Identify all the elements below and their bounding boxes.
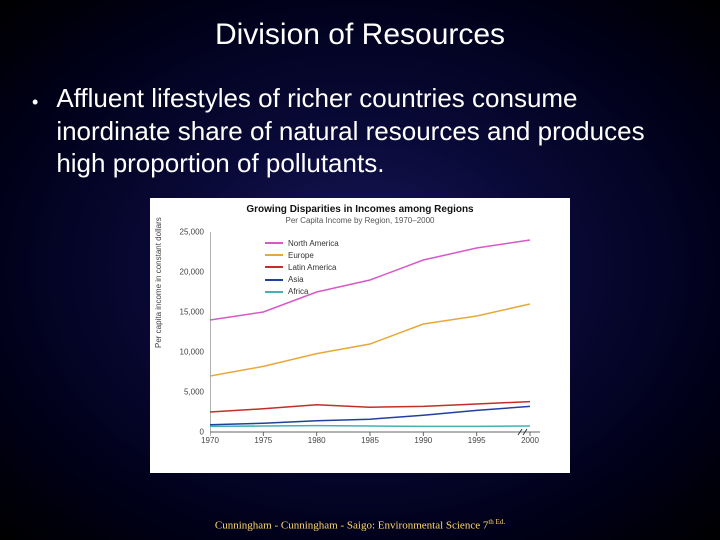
x-tick-label: 1985	[361, 436, 379, 445]
chart-title: Growing Disparities in Incomes among Reg…	[150, 198, 570, 215]
chart-legend: North AmericaEuropeLatin AmericaAsiaAfri…	[265, 238, 339, 299]
y-tick-label: 20,000	[168, 267, 204, 276]
footer-sup: th Ed.	[488, 518, 505, 526]
legend-label: Asia	[288, 274, 304, 285]
legend-label: Europe	[288, 250, 314, 261]
x-tick-label: 1975	[254, 436, 272, 445]
y-tick-label: 5,000	[168, 387, 204, 396]
legend-label: Africa	[288, 286, 308, 297]
chart-container: Growing Disparities in Incomes among Reg…	[150, 198, 570, 473]
x-tick-label: 1970	[201, 436, 219, 445]
legend-item: Europe	[265, 250, 339, 261]
legend-swatch	[265, 266, 283, 268]
x-tick-label: 1980	[308, 436, 326, 445]
legend-item: Asia	[265, 274, 339, 285]
legend-swatch	[265, 242, 283, 244]
x-tick-label: 1995	[468, 436, 486, 445]
y-tick-label: 0	[168, 427, 204, 436]
legend-swatch	[265, 279, 283, 281]
y-tick-label: 10,000	[168, 347, 204, 356]
bullet-text: Affluent lifestyles of richer countries …	[56, 82, 688, 180]
plot-area: 05,00010,00015,00020,00025,0001970197519…	[210, 232, 540, 432]
legend-item: North America	[265, 238, 339, 249]
legend-label: Latin America	[288, 262, 336, 273]
chart-subtitle: Per Capita Income by Region, 1970–2000	[150, 215, 570, 225]
x-tick-label: 2000	[521, 436, 539, 445]
legend-label: North America	[288, 238, 339, 249]
legend-item: Latin America	[265, 262, 339, 273]
y-tick-label: 25,000	[168, 227, 204, 236]
y-tick-label: 15,000	[168, 307, 204, 316]
footer-citation: Cunningham - Cunningham - Saigo: Environ…	[0, 518, 720, 532]
x-tick-label: 1990	[414, 436, 432, 445]
y-axis-label: Per capita income in constant dollars	[154, 217, 163, 348]
legend-swatch	[265, 254, 283, 256]
bullet-dot: •	[32, 92, 38, 113]
legend-swatch	[265, 291, 283, 293]
legend-item: Africa	[265, 286, 339, 297]
slide-title: Division of Resources	[0, 0, 720, 52]
bullet-row: • Affluent lifestyles of richer countrie…	[0, 52, 720, 180]
footer-text: Cunningham - Cunningham - Saigo: Environ…	[215, 520, 488, 532]
